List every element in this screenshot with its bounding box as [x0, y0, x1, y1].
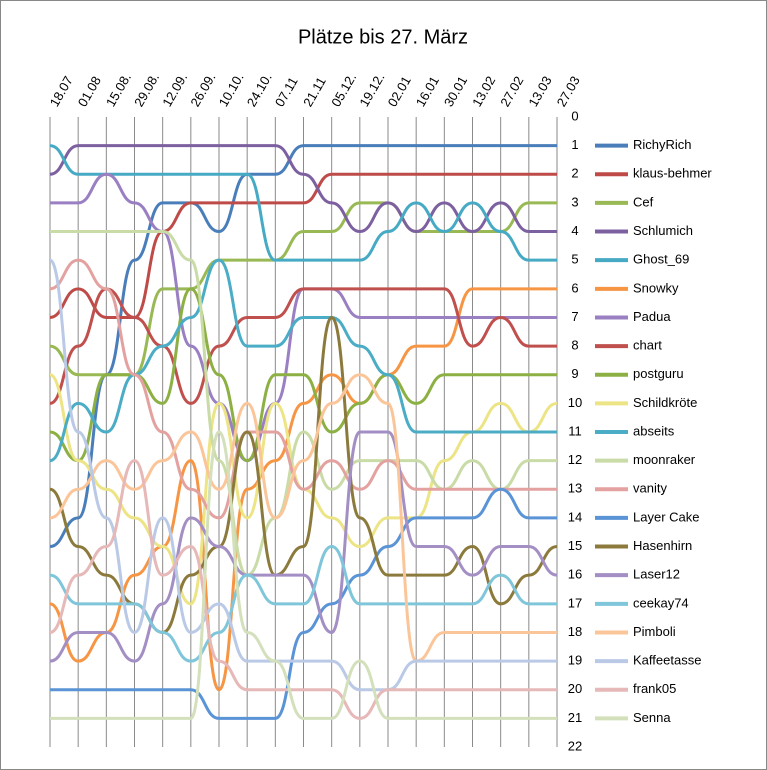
series-line: [49, 287, 557, 692]
y-tick-label: 2: [571, 166, 578, 181]
legend-label: Senna: [633, 710, 671, 725]
series-line: [49, 258, 557, 463]
series-line: [49, 545, 557, 663]
legend-label: frank05: [633, 681, 676, 696]
y-tick-label: 17: [568, 595, 582, 610]
legend-label: moonraker: [633, 452, 696, 467]
y-tick-label: 1: [571, 137, 578, 152]
legend-label: Schildkröte: [633, 395, 697, 410]
series-line: [49, 287, 557, 405]
y-tick-label: 13: [568, 481, 582, 496]
legend-label: Pimboli: [633, 624, 676, 639]
series-line: [50, 230, 557, 577]
y-tick-label: 12: [568, 452, 582, 467]
legend-label: Padua: [633, 309, 671, 324]
legend-label: postguru: [633, 366, 684, 381]
legend-label: Laser12: [633, 567, 680, 582]
y-tick-label: 11: [568, 423, 582, 438]
y-tick-label: 10: [568, 395, 582, 410]
legend-label: Kaffeetasse: [633, 653, 701, 668]
legend-label: abseits: [633, 423, 675, 438]
y-tick-label: 4: [571, 223, 578, 238]
legend-label: Hasenhirn: [633, 538, 692, 553]
y-tick-label: 18: [568, 624, 582, 639]
y-tick-label: 7: [571, 309, 578, 324]
legend-label: vanity: [633, 481, 667, 496]
series-line: [49, 144, 557, 262]
legend-label: Snowky: [633, 280, 679, 295]
legend-label: ceekay74: [633, 595, 689, 610]
series-line: [49, 258, 557, 520]
series-line: [49, 144, 557, 234]
legend-label: chart: [633, 338, 662, 353]
y-tick-label: 15: [568, 538, 582, 553]
legend-label: Schlumich: [633, 223, 693, 238]
legend-label: Cef: [633, 194, 654, 209]
y-tick-label: 22: [568, 738, 582, 753]
legend-label: RichyRich: [633, 137, 692, 152]
legend-label: klaus-behmer: [633, 166, 712, 181]
series-line: [50, 487, 557, 720]
y-tick-label: 14: [568, 509, 582, 524]
series-line: [49, 459, 557, 720]
y-tick-label: 0: [571, 108, 578, 123]
y-tick-label: 20: [568, 681, 582, 696]
legend-label: Layer Cake: [633, 509, 699, 524]
legend-label: Ghost_69: [633, 252, 689, 267]
series-line: [49, 430, 557, 720]
series-line: [49, 373, 558, 606]
y-tick-label: 8: [571, 338, 578, 353]
y-tick-label: 21: [568, 710, 582, 725]
y-tick-label: 19: [568, 653, 582, 668]
chart-title: Plätze bis 27. März: [298, 26, 468, 48]
y-tick-label: 16: [568, 567, 582, 582]
series-line: [50, 172, 557, 463]
y-tick-label: 3: [571, 194, 578, 209]
y-tick-label: 9: [571, 366, 578, 381]
y-tick-label: 5: [571, 252, 578, 267]
y-tick-label: 6: [571, 280, 578, 295]
